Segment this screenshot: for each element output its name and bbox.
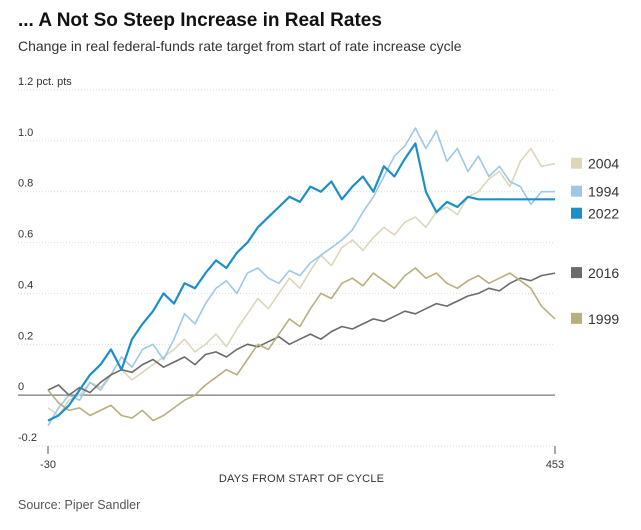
legend-item-2016: 2016 — [571, 265, 619, 281]
gridlines — [18, 89, 555, 447]
series-line-1994 — [47, 127, 555, 427]
y-tick-label: 1.2 pct. pts — [18, 76, 72, 88]
legend-label: 2004 — [588, 156, 619, 172]
legend-item-2022: 2022 — [571, 206, 619, 222]
legend-swatch — [571, 157, 582, 169]
x-tick-label: 453 — [546, 459, 564, 471]
y-tick-label: 0.6 — [18, 229, 33, 241]
series-line-2016 — [47, 272, 556, 396]
source-note: Source: Piper Sandler — [18, 498, 141, 512]
legend-swatch — [571, 207, 582, 219]
legend-item-1994: 1994 — [571, 184, 619, 200]
legend-swatch — [571, 185, 582, 197]
y-tick-label: 0.2 — [18, 330, 33, 342]
legend-label: 2016 — [588, 265, 619, 281]
series-line-2004 — [47, 147, 556, 417]
y-tick-label: 1.0 — [18, 127, 33, 139]
series-line-1999 — [47, 267, 556, 422]
x-axis: -30 453 DAYS FROM START OF CYCLE — [40, 446, 564, 485]
x-tick-label: -30 — [40, 459, 56, 471]
page-title: ... A Not So Steep Increase in Real Rate… — [18, 10, 382, 31]
y-tick-label: -0.2 — [18, 432, 37, 444]
y-tick-label: 0.4 — [18, 279, 33, 291]
legend-swatch — [571, 312, 582, 324]
series-lines — [47, 127, 556, 427]
legend-label: 2022 — [588, 206, 619, 222]
y-tick-label: 0.8 — [18, 178, 33, 190]
page-subtitle: Change in real federal-funds rate target… — [18, 38, 462, 54]
legend-label: 1999 — [588, 311, 619, 327]
x-axis-title: DAYS FROM START OF CYCLE — [219, 473, 384, 485]
series-line-2022 — [47, 142, 555, 422]
legend: 2004 1994 2022 2016 1999 — [571, 156, 619, 327]
legend-item-2004: 2004 — [571, 156, 619, 172]
legend-label: 1994 — [588, 184, 619, 200]
y-tick-label: 0 — [18, 381, 24, 393]
legend-item-1999: 1999 — [571, 311, 619, 327]
legend-swatch — [571, 267, 582, 279]
y-axis-ticks: 1.2 pct. pts 1.0 0.8 0.6 0.4 0.2 0 -0.2 — [18, 76, 72, 444]
